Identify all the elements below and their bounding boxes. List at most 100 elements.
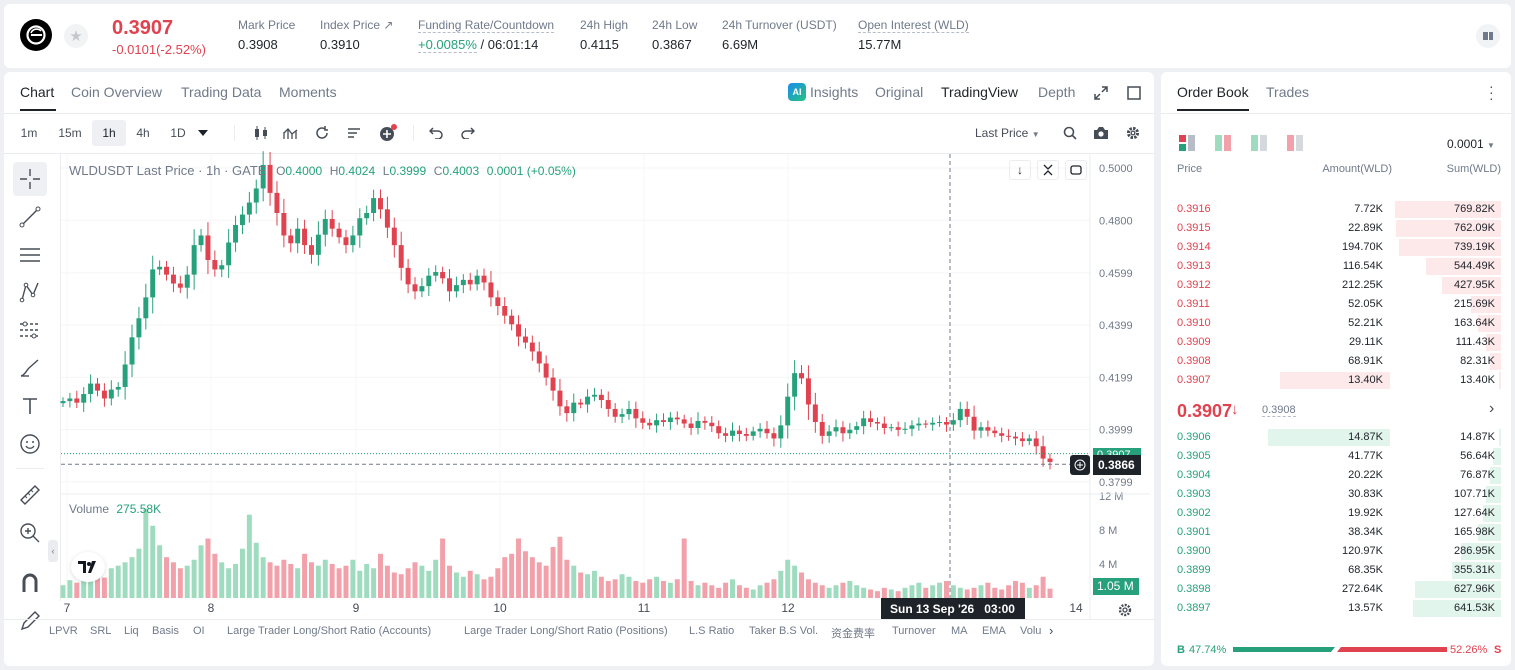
settings-icon[interactable] — [1124, 124, 1142, 142]
bid-row[interactable]: 0.3897 13.57K 641.53K — [1161, 599, 1505, 618]
trendline-tool[interactable] — [13, 200, 47, 234]
window-icon[interactable] — [1125, 84, 1143, 102]
view-depth[interactable]: Depth — [1038, 84, 1076, 100]
fit-screen-icon[interactable] — [1065, 160, 1087, 180]
precision-select[interactable]: 0.0001 ▼ — [1447, 137, 1495, 151]
compare-icon[interactable] — [313, 124, 331, 142]
ask-row[interactable]: 0.3908 68.91K 82.31K — [1161, 352, 1505, 371]
scroll-to-latest-icon[interactable]: ↓ — [1009, 160, 1031, 180]
bid-row[interactable]: 0.3903 30.83K 107.71K — [1161, 485, 1505, 504]
indicator-srl[interactable]: SRL — [90, 625, 112, 637]
indicator-basis[interactable]: Basis — [152, 625, 179, 637]
horizontal-lines-tool[interactable] — [13, 238, 47, 272]
ask-row[interactable]: 0.3911 52.05K 215.69K — [1161, 295, 1505, 314]
chart-settings-icon[interactable] — [1116, 601, 1134, 619]
price-type-select[interactable]: Last Price ▼ — [975, 126, 1040, 140]
interval-1d[interactable]: 1D — [170, 126, 186, 140]
tab-coin-overview[interactable]: Coin Overview — [71, 84, 163, 100]
bid-row[interactable]: 0.3906 14.87K 14.87K — [1161, 428, 1505, 447]
template-icon[interactable] — [345, 124, 363, 142]
ask-row[interactable]: 0.3916 7.72K 769.82K — [1161, 200, 1505, 219]
indicator-lt-positions[interactable]: Large Trader Long/Short Ratio (Positions… — [464, 625, 668, 637]
emoji-tool[interactable] — [13, 427, 47, 461]
camera-icon[interactable] — [1092, 124, 1110, 142]
indicator-funding[interactable]: 资金费率 — [831, 628, 875, 640]
candle-type-icon[interactable] — [252, 124, 270, 142]
book-split-view-icon[interactable] — [1215, 135, 1231, 151]
zoom-in-tool[interactable] — [13, 516, 47, 550]
pattern-tool[interactable] — [13, 275, 47, 309]
indicator-ls-ratio[interactable]: L.S Ratio — [689, 625, 735, 637]
interval-1h[interactable]: 1h — [92, 120, 126, 146]
volume-bar — [115, 565, 121, 598]
ask-row[interactable]: 0.3912 212.25K 427.95K — [1161, 276, 1505, 295]
magnet-tool[interactable] — [13, 566, 47, 600]
bid-row[interactable]: 0.3898 272.64K 627.96K — [1161, 580, 1505, 599]
pencil-tool[interactable] — [13, 604, 47, 638]
view-original[interactable]: Original — [875, 84, 924, 100]
expand-icon[interactable] — [1092, 84, 1110, 102]
ask-row[interactable]: 0.3909 29.11K 111.43K — [1161, 333, 1505, 352]
book-icon[interactable] — [1476, 24, 1500, 48]
indicator-ema[interactable]: EMA — [982, 625, 1006, 637]
tab-trades[interactable]: Trades — [1266, 84, 1310, 100]
header-sum: Sum(WLD) — [1446, 163, 1501, 175]
indicator-lpvr[interactable]: LPVR — [49, 625, 78, 637]
add-alert-icon[interactable] — [378, 123, 398, 143]
view-tradingview[interactable]: TradingView — [941, 84, 1019, 100]
indicators-icon[interactable] — [282, 124, 300, 142]
indicator-volume[interactable]: Volu — [1020, 625, 1042, 637]
tab-order-book[interactable]: Order Book — [1177, 84, 1249, 100]
bid-row[interactable]: 0.3899 68.35K 355.31K — [1161, 561, 1505, 580]
indicator-lt-accounts[interactable]: Large Trader Long/Short Ratio (Accounts) — [227, 625, 432, 637]
favorite-star-icon[interactable]: ★ — [64, 24, 88, 48]
tab-trading-data[interactable]: Trading Data — [181, 84, 262, 100]
tab-chart[interactable]: Chart — [20, 84, 55, 100]
bid-row[interactable]: 0.3900 120.97K 286.95K — [1161, 542, 1505, 561]
bid-row[interactable]: 0.3905 41.77K 56.64K — [1161, 447, 1505, 466]
interval-dropdown-icon[interactable] — [196, 126, 210, 140]
more-options-icon[interactable]: · · · — [1489, 78, 1494, 106]
mid-price-row[interactable]: 0.3907 ↓ 0.3908 › — [1161, 398, 1511, 424]
search-icon[interactable] — [1061, 124, 1079, 142]
volume-bar — [502, 557, 508, 598]
indicator-ma[interactable]: MA — [951, 625, 968, 637]
indicator-turnover[interactable]: Turnover — [892, 625, 936, 637]
text-tool[interactable] — [13, 389, 47, 423]
view-insights[interactable]: Insights — [810, 84, 859, 100]
crosshair-tool[interactable] — [13, 162, 47, 196]
brush-tool[interactable] — [13, 351, 47, 385]
candle-body — [205, 235, 211, 261]
ask-row[interactable]: 0.3914 194.70K 739.19K — [1161, 238, 1505, 257]
interval-4h[interactable]: 4h — [136, 126, 150, 140]
ruler-tool[interactable] — [13, 478, 47, 512]
undo-icon[interactable] — [427, 124, 445, 142]
interval-15m[interactable]: 15m — [58, 126, 82, 140]
book-both-view-icon[interactable] — [1179, 135, 1195, 151]
candle-body — [709, 422, 715, 427]
bid-row[interactable]: 0.3901 38.34K 165.98K — [1161, 523, 1505, 542]
interval-1m[interactable]: 1m — [20, 126, 38, 140]
fib-tool[interactable] — [13, 313, 47, 347]
indicator-oi[interactable]: OI — [193, 625, 205, 637]
indicator-liq[interactable]: Liq — [124, 625, 139, 637]
collapse-icon[interactable] — [1037, 160, 1059, 180]
add-crosshair-icon[interactable] — [1070, 455, 1090, 475]
price-chart[interactable]: 0.5000 0.4800 0.4599 0.4399 0.4199 0.3999 0.37… — [0, 0, 1150, 620]
ask-row[interactable]: 0.3913 116.54K 544.49K — [1161, 257, 1505, 276]
book-asks-view-icon[interactable] — [1287, 135, 1303, 151]
chevron-right-icon[interactable]: › — [1049, 623, 1054, 638]
book-bids-view-icon[interactable] — [1251, 135, 1267, 151]
ask-row[interactable]: 0.3915 22.89K 762.09K — [1161, 219, 1505, 238]
ask-row[interactable]: 0.3910 52.21K 163.64K — [1161, 314, 1505, 333]
legend-open: 0.4000 — [285, 164, 323, 178]
indicator-taker-vol[interactable]: Taker B.S Vol. — [749, 625, 819, 637]
bid-row[interactable]: 0.3904 20.22K 76.87K — [1161, 466, 1505, 485]
stat-funding-rate[interactable]: Funding Rate/Countdown +0.0085% / 06:01:… — [418, 18, 555, 53]
collapse-tools-handle[interactable]: ‹ — [48, 540, 58, 562]
bid-row[interactable]: 0.3902 19.92K 127.64K — [1161, 504, 1505, 523]
redo-icon[interactable] — [459, 124, 477, 142]
stat-index-price[interactable]: Index Price ↗ 0.3910 — [320, 18, 393, 52]
tab-moments[interactable]: Moments — [279, 84, 337, 100]
ask-row[interactable]: 0.3907 13.40K 13.40K — [1161, 371, 1505, 390]
